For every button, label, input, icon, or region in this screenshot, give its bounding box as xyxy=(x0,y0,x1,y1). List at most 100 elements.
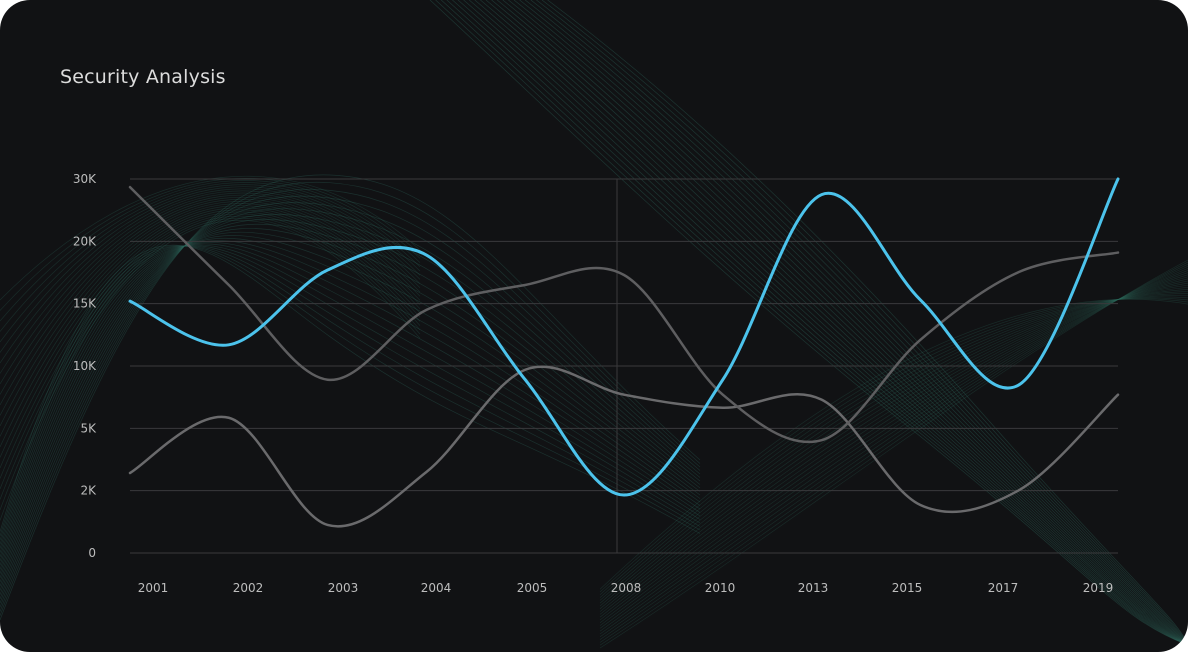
mesh-line xyxy=(0,211,421,479)
mesh-line xyxy=(599,297,1188,596)
mesh-line xyxy=(0,240,701,566)
x-tick-label: 2019 xyxy=(1083,581,1114,595)
mesh-line xyxy=(0,174,701,621)
mesh-line xyxy=(508,0,1188,646)
mesh-line xyxy=(496,0,1188,646)
mesh-line xyxy=(0,245,701,541)
mesh-line xyxy=(530,0,1188,646)
mesh-line xyxy=(541,0,1188,646)
mesh-line xyxy=(0,245,701,545)
mesh-line xyxy=(599,286,1188,612)
mesh-line xyxy=(0,178,421,311)
mesh-line xyxy=(0,175,421,301)
x-tick-label: 2017 xyxy=(988,581,1019,595)
mesh-line xyxy=(446,0,1188,646)
mesh-line xyxy=(0,209,421,469)
mesh-line xyxy=(599,296,1188,598)
mesh-line xyxy=(0,207,421,458)
mesh-line xyxy=(0,188,421,364)
mesh-line xyxy=(599,282,1188,618)
mesh-line xyxy=(0,180,421,322)
series-line-1 xyxy=(128,185,1120,444)
mesh-line xyxy=(547,0,1188,646)
mesh-line xyxy=(599,289,1188,610)
mesh-line xyxy=(485,0,1188,646)
y-tick-label: 5K xyxy=(80,421,97,435)
mesh-line xyxy=(0,231,701,579)
mesh-line xyxy=(0,208,701,600)
x-tick-label: 2013 xyxy=(798,581,829,595)
mesh-line xyxy=(536,0,1188,646)
chart-title: Security Analysis xyxy=(60,66,226,88)
mesh-line xyxy=(0,238,701,570)
mesh-line xyxy=(0,215,421,500)
mesh-line xyxy=(0,219,421,521)
mesh-line xyxy=(0,190,421,374)
mesh-line xyxy=(0,243,701,558)
mesh-line xyxy=(599,261,1188,646)
y-tick-label: 0 xyxy=(88,546,96,560)
mesh-line xyxy=(0,228,701,583)
mesh-line xyxy=(480,0,1188,646)
mesh-line xyxy=(524,0,1188,646)
y-tick-label: 2K xyxy=(80,484,97,498)
mesh-line xyxy=(0,196,421,406)
mesh-line xyxy=(599,284,1188,615)
series-line-0 xyxy=(128,177,1120,497)
mesh-line xyxy=(0,182,421,332)
mesh-line xyxy=(474,0,1188,646)
mesh-line xyxy=(0,244,701,553)
x-tick-label: 2015 xyxy=(892,581,923,595)
mesh-line xyxy=(0,184,421,343)
mesh-line xyxy=(0,186,421,353)
mesh-line xyxy=(599,259,1188,649)
series-line-2 xyxy=(128,365,1120,528)
mesh-line xyxy=(502,0,1188,646)
mesh-line xyxy=(0,194,421,395)
mesh-line xyxy=(599,298,1188,593)
mesh-line xyxy=(0,181,701,616)
mesh-line xyxy=(599,295,1188,601)
mesh-line xyxy=(599,272,1188,632)
mesh-line xyxy=(452,0,1188,646)
mesh-line xyxy=(0,235,701,574)
x-tick-label: 2003 xyxy=(328,581,359,595)
mesh-line xyxy=(513,0,1188,646)
mesh-line xyxy=(0,244,701,534)
mesh-line xyxy=(0,192,421,385)
mesh-line xyxy=(429,0,1188,646)
mesh-line xyxy=(0,202,701,604)
mesh-line xyxy=(0,213,421,490)
mesh-line xyxy=(0,245,701,549)
mesh-line xyxy=(0,203,421,437)
mesh-line xyxy=(0,205,421,448)
mesh-line xyxy=(0,213,701,595)
mesh-line xyxy=(599,265,1188,640)
x-tick-label: 2002 xyxy=(233,581,264,595)
mesh-line xyxy=(491,0,1188,646)
mesh-line xyxy=(599,291,1188,607)
mesh-line xyxy=(519,0,1188,646)
mesh-line xyxy=(0,245,701,537)
y-tick-label: 30K xyxy=(73,172,97,186)
mesh-line xyxy=(0,219,701,591)
y-tick-label: 10K xyxy=(73,359,97,373)
mesh-line xyxy=(440,0,1188,646)
mesh-line xyxy=(0,195,701,608)
mesh-line xyxy=(599,270,1188,635)
x-tick-label: 2001 xyxy=(138,581,169,595)
mesh-line xyxy=(599,280,1188,621)
mesh-line xyxy=(599,293,1188,604)
mesh-line xyxy=(435,0,1188,646)
y-tick-label: 15K xyxy=(73,297,97,311)
x-tick-label: 2005 xyxy=(517,581,548,595)
mesh-line xyxy=(599,263,1188,643)
mesh-line xyxy=(0,189,701,612)
y-tick-label: 20K xyxy=(73,234,97,248)
x-tick-label: 2008 xyxy=(611,581,642,595)
x-tick-label: 2010 xyxy=(705,581,736,595)
mesh-line xyxy=(0,198,421,416)
